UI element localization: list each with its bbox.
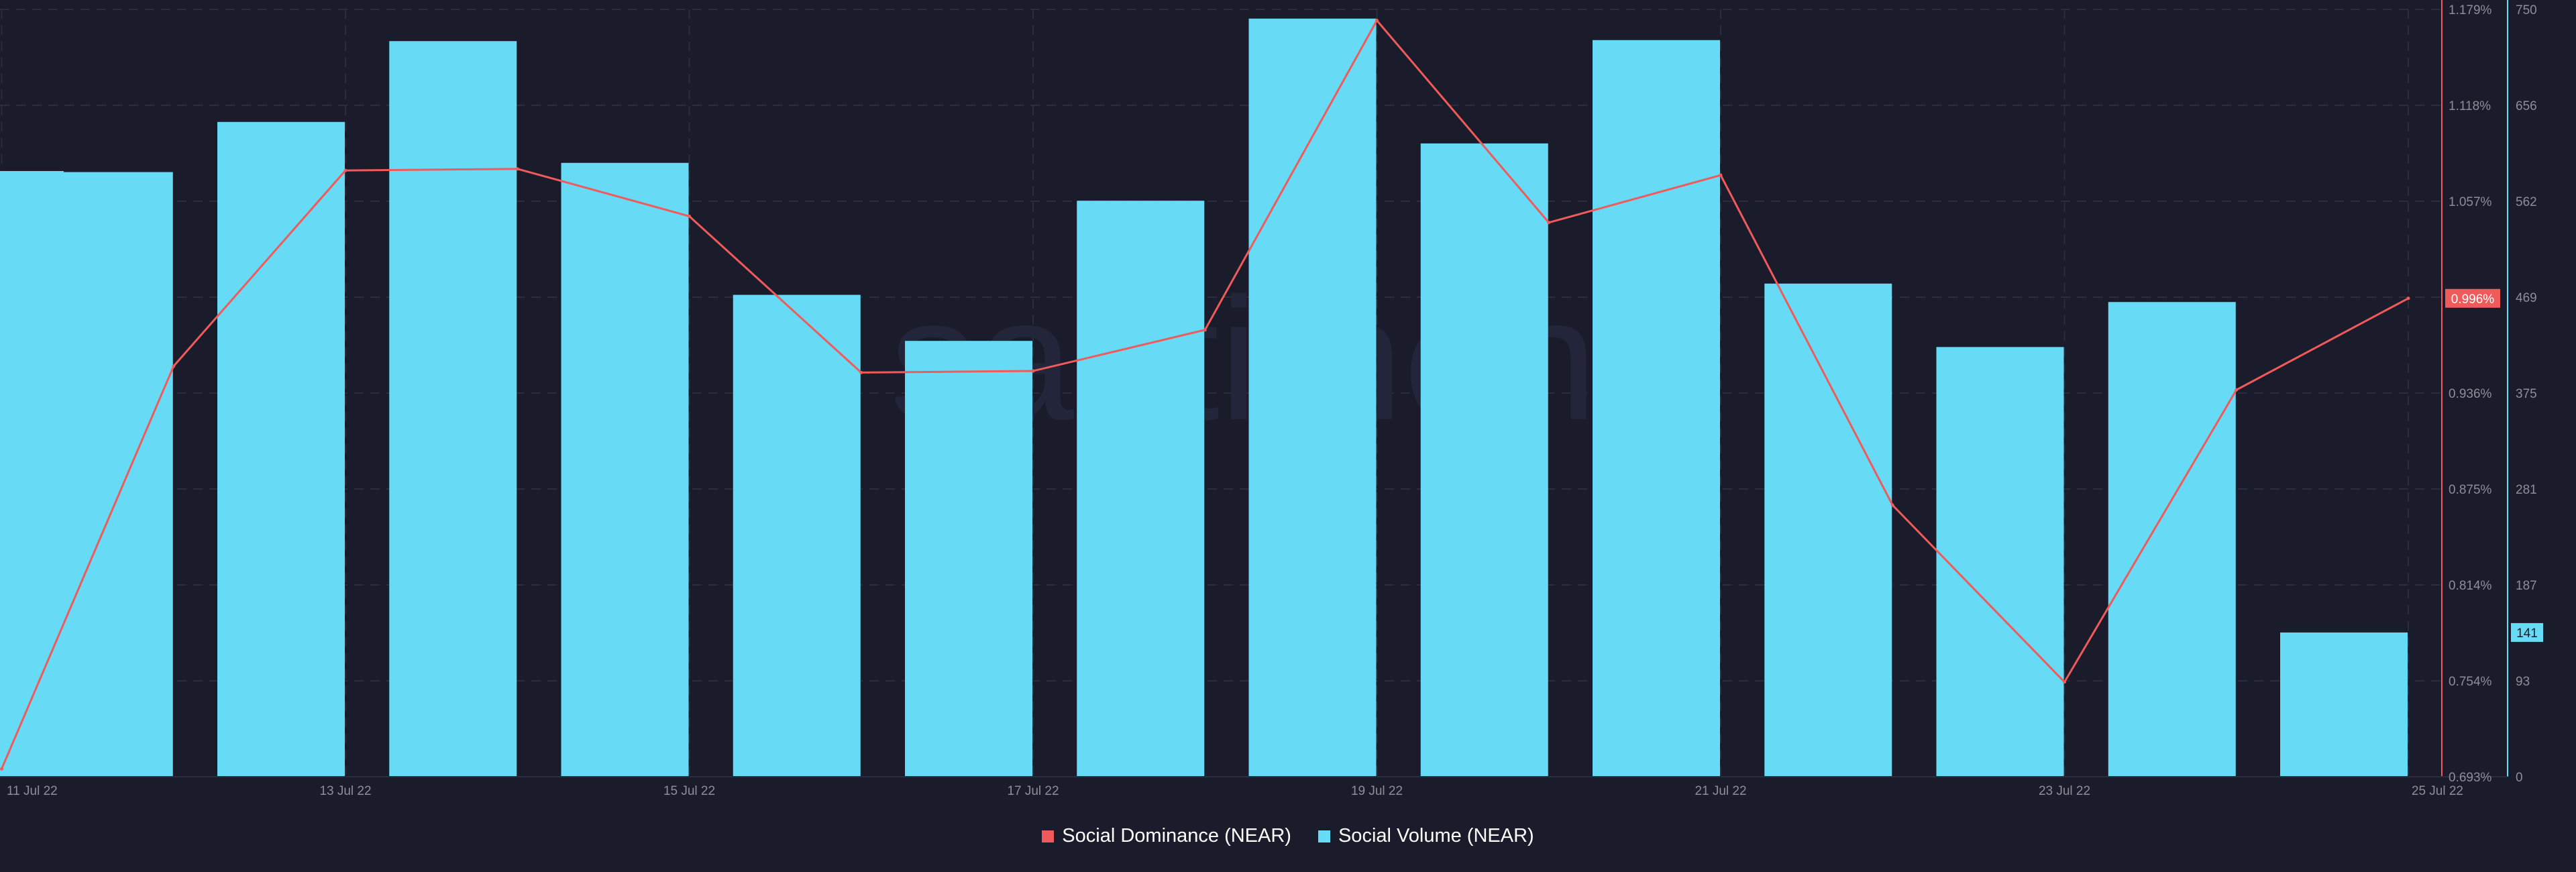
- x-tick-label: 23 Jul 22: [2039, 784, 2090, 798]
- bar: [905, 341, 1032, 777]
- y-volume-tick: 656: [2516, 99, 2537, 113]
- bar: [561, 162, 689, 777]
- line-point: [1890, 503, 1894, 507]
- line-point: [859, 370, 863, 374]
- y-volume-tick: 187: [2516, 579, 2537, 593]
- bar: [1248, 18, 1377, 777]
- x-tick-label: 21 Jul 22: [1695, 784, 1746, 798]
- dominance-current-value: 0.996%: [2451, 292, 2495, 307]
- y-dominance-tick: 0.693%: [2449, 771, 2492, 785]
- dominance-line: [0, 18, 2410, 771]
- axes: 1.179% 750 1.118% 656 1.057% 562 0.996% 469 0.93…: [0, 0, 2543, 798]
- line-point: [172, 364, 176, 368]
- x-tick-label: 17 Jul 22: [1007, 784, 1059, 798]
- x-tick-label: 13 Jul 22: [319, 784, 371, 798]
- legend: Social Dominance (NEAR) Social Volume (N…: [0, 825, 2576, 847]
- line-point: [688, 214, 691, 218]
- line-point: [1719, 173, 1723, 177]
- y-volume-tick: 93: [2516, 675, 2530, 689]
- y-dominance-tick: 0.814%: [2449, 579, 2492, 593]
- bar: [1593, 40, 1720, 777]
- volume-current-value: 141: [2516, 626, 2538, 641]
- line-point: [1203, 328, 1207, 332]
- bar: [733, 294, 861, 777]
- bar: [1764, 283, 1892, 777]
- x-tick-label: 15 Jul 22: [663, 784, 715, 798]
- line-point: [2406, 296, 2410, 301]
- legend-swatch-dominance: [1042, 830, 1055, 842]
- bar: [2108, 302, 2236, 777]
- x-tick-label: 11 Jul 22: [7, 784, 58, 798]
- y-volume-tick: 750: [2516, 3, 2537, 17]
- y-volume-tick: 469: [2516, 291, 2537, 305]
- y-volume-tick: 281: [2516, 483, 2537, 497]
- y-volume-tick: 0: [2516, 771, 2523, 785]
- bar: [217, 121, 345, 777]
- line-point: [1031, 369, 1035, 373]
- bar: [2280, 632, 2408, 777]
- legend-label-volume: Social Volume (NEAR): [1338, 825, 1534, 847]
- line-point: [2235, 388, 2239, 392]
- x-tick-label: 25 Jul 22: [2412, 784, 2463, 798]
- line-point: [343, 168, 347, 172]
- legend-item-volume[interactable]: Social Volume (NEAR): [1318, 825, 1534, 847]
- y-dominance-tick: 1.118%: [2449, 99, 2491, 113]
- line-point: [0, 767, 3, 771]
- legend-swatch-volume: [1318, 830, 1330, 842]
- volume-bars: [0, 18, 2408, 777]
- bar: [1420, 143, 1548, 777]
- bar: [389, 41, 517, 777]
- volume-current-badge: [2511, 622, 2543, 642]
- x-tick-label: 19 Jul 22: [1351, 784, 1403, 798]
- legend-label-dominance: Social Dominance (NEAR): [1062, 825, 1291, 847]
- dominance-current-badge: [2445, 288, 2500, 308]
- line-point: [1547, 221, 1551, 225]
- line-point: [1375, 18, 1379, 22]
- y-dominance-tick: 1.057%: [2449, 195, 2492, 209]
- y-dominance-tick: 1.179%: [2449, 3, 2492, 17]
- bar: [1936, 347, 2064, 777]
- bar: [45, 172, 173, 777]
- chart: santiment 1.179%7501.118%6561.057%5620.9…: [0, 0, 2543, 798]
- line-point: [2063, 680, 2066, 684]
- legend-item-dominance[interactable]: Social Dominance (NEAR): [1042, 825, 1291, 847]
- y-volume-tick: 562: [2516, 195, 2537, 209]
- bar: [1077, 201, 1205, 777]
- y-dominance-tick: 0.754%: [2449, 675, 2492, 689]
- y-volume-tick: 375: [2516, 387, 2537, 401]
- line-point: [515, 167, 519, 171]
- y-dominance-tick: 0.936%: [2449, 387, 2492, 401]
- y-dominance-tick: 0.875%: [2449, 483, 2492, 497]
